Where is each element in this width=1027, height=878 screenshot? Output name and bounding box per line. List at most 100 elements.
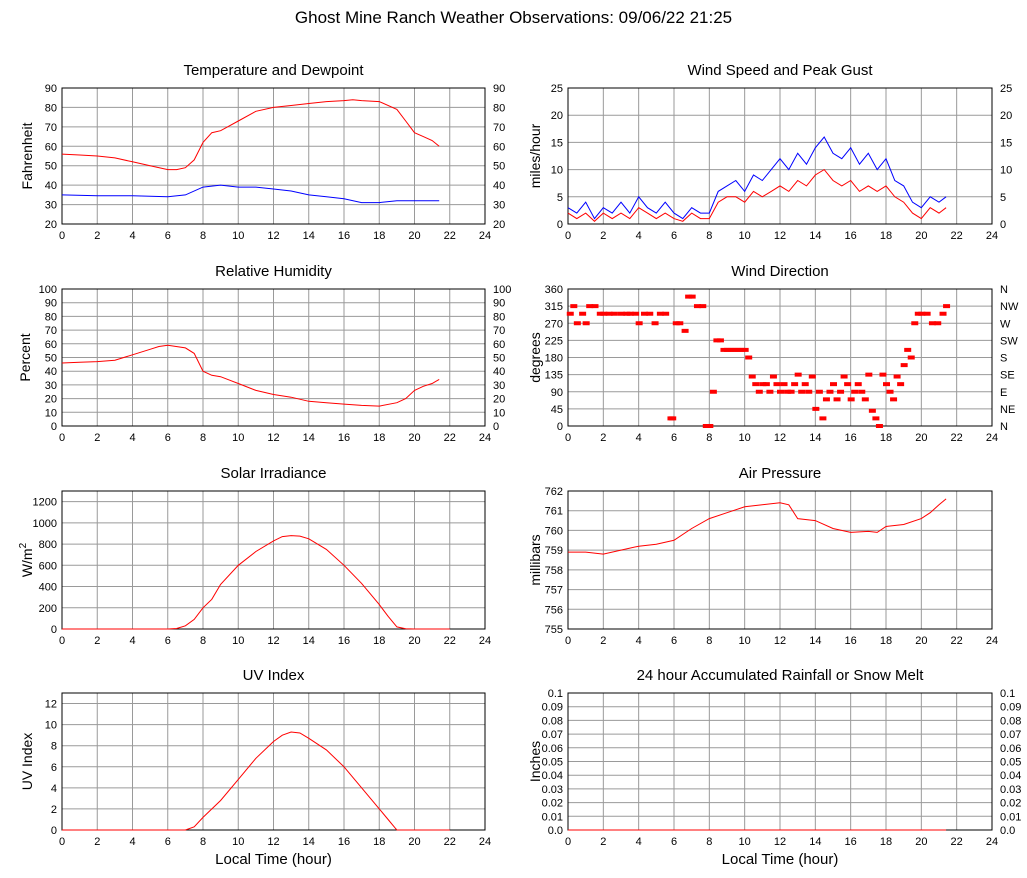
humidity-plot-frame bbox=[61, 288, 486, 427]
wind-direction-point bbox=[773, 382, 781, 387]
x-tick-label: 18 bbox=[880, 230, 892, 242]
rainfall-xlabel: Local Time (hour) bbox=[722, 851, 839, 868]
x-tick-label: 10 bbox=[739, 836, 751, 848]
x-tick-label: 24 bbox=[986, 432, 998, 444]
x-tick-label: 0 bbox=[59, 230, 65, 242]
wind-direction-point bbox=[605, 311, 613, 316]
wind-direction-point bbox=[766, 389, 774, 394]
wind-direction-point bbox=[801, 382, 809, 387]
x-tick-label: 6 bbox=[671, 230, 677, 242]
x-tick-label: 12 bbox=[774, 432, 786, 444]
uv-xlabel: Local Time (hour) bbox=[215, 851, 332, 868]
wind-direction-point bbox=[623, 311, 631, 316]
wind-direction-point bbox=[596, 311, 604, 316]
x-tick-label: 0 bbox=[59, 432, 65, 444]
x-tick-label: 0 bbox=[59, 635, 65, 647]
wind-direction-point bbox=[907, 355, 915, 360]
wind-direction-point bbox=[769, 374, 777, 379]
x-tick-label: 8 bbox=[200, 635, 206, 647]
y-tick-label: 90 bbox=[45, 83, 57, 95]
wind-direction-point bbox=[656, 311, 664, 316]
y-tick-label: 70 bbox=[45, 325, 57, 337]
wind-direction-point bbox=[861, 397, 869, 402]
wind-direction-point bbox=[699, 304, 707, 309]
wind-direction-point bbox=[939, 311, 947, 316]
y-tick-label: 80 bbox=[45, 311, 57, 323]
humidity-ylabel: Percent bbox=[17, 333, 33, 381]
x-tick-label: 16 bbox=[845, 635, 857, 647]
x-tick-label: 22 bbox=[951, 635, 963, 647]
wind_speed-series-peak-gust bbox=[567, 136, 947, 220]
x-tick-label: 2 bbox=[94, 836, 100, 848]
wind_speed-chart: 0 2 4 6 8 10 12 14 16 18 20 22 240510152025051015202… bbox=[527, 62, 1012, 242]
x-tick-label: 6 bbox=[671, 432, 677, 444]
y-tick-label: 0.01 bbox=[542, 811, 563, 823]
wind-direction-point bbox=[586, 304, 594, 309]
x-tick-label: 20 bbox=[408, 836, 420, 848]
x-tick-label: 16 bbox=[338, 836, 350, 848]
right-tick-label: 10 bbox=[493, 407, 505, 419]
solar-plot-frame bbox=[61, 490, 486, 630]
wind-direction-point bbox=[755, 389, 763, 394]
x-tick-label: 12 bbox=[267, 836, 279, 848]
y-tick-label: 60 bbox=[45, 141, 57, 153]
x-tick-label: 12 bbox=[774, 635, 786, 647]
y-tick-label: 600 bbox=[39, 560, 57, 572]
x-tick-label: 10 bbox=[232, 836, 244, 848]
wind-direction-point bbox=[847, 397, 855, 402]
x-tick-label: 0 bbox=[565, 635, 571, 647]
wind-direction-point bbox=[808, 374, 816, 379]
x-tick-label: 20 bbox=[408, 230, 420, 242]
wind-direction-point bbox=[672, 321, 680, 326]
x-tick-label: 4 bbox=[636, 432, 642, 444]
wind-direction-point bbox=[669, 416, 677, 421]
x-tick-label: 24 bbox=[986, 635, 998, 647]
x-tick-label: 22 bbox=[444, 432, 456, 444]
right-tick-label: NW bbox=[1000, 301, 1019, 313]
wind_direction-ylabel: degrees bbox=[527, 332, 543, 383]
right-tick-label: 15 bbox=[1000, 137, 1012, 149]
right-tick-label: 0 bbox=[1000, 219, 1006, 231]
y-tick-label: 360 bbox=[545, 284, 563, 296]
x-tick-label: 4 bbox=[129, 230, 135, 242]
wind-direction-point bbox=[812, 406, 820, 411]
x-tick-label: 10 bbox=[739, 432, 751, 444]
y-tick-label: 762 bbox=[545, 486, 563, 498]
wind-direction-point bbox=[716, 338, 724, 343]
y-tick-label: 270 bbox=[545, 318, 563, 330]
x-tick-label: 4 bbox=[636, 635, 642, 647]
wind_direction-chart: 0 2 4 6 8 10 12 14 16 18 20 22 240459013518022527031… bbox=[527, 263, 1019, 444]
wind-direction-point bbox=[780, 382, 788, 387]
x-tick-label: 18 bbox=[880, 432, 892, 444]
wind-direction-point bbox=[844, 382, 852, 387]
wind-direction-point bbox=[914, 311, 922, 316]
y-tick-label: 0.09 bbox=[542, 702, 563, 714]
page-title: Ghost Mine Ranch Weather Observations: 0… bbox=[294, 8, 733, 27]
wind-direction-point bbox=[570, 304, 578, 309]
y-tick-label: 0 bbox=[557, 421, 563, 433]
wind-direction-point bbox=[911, 321, 919, 326]
right-tick-label: SW bbox=[1000, 335, 1018, 347]
y-tick-label: 225 bbox=[545, 335, 563, 347]
right-tick-label: 20 bbox=[493, 394, 505, 406]
wind-direction-point bbox=[582, 321, 590, 326]
y-tick-label: 0 bbox=[51, 624, 57, 636]
wind-direction-point bbox=[759, 382, 767, 387]
x-tick-label: 0 bbox=[565, 836, 571, 848]
right-tick-label: S bbox=[1000, 353, 1007, 365]
y-tick-label: 200 bbox=[39, 603, 57, 615]
wind-direction-point bbox=[837, 389, 845, 394]
y-tick-label: 5 bbox=[557, 192, 563, 204]
wind-direction-point bbox=[748, 374, 756, 379]
wind-direction-point bbox=[681, 328, 689, 333]
wind-direction-point bbox=[610, 311, 618, 316]
y-tick-label: 8 bbox=[51, 741, 57, 753]
x-tick-label: 16 bbox=[338, 230, 350, 242]
pressure-plot-frame bbox=[567, 490, 993, 630]
x-tick-label: 2 bbox=[600, 230, 606, 242]
right-tick-label: 80 bbox=[493, 311, 505, 323]
y-tick-label: 0.04 bbox=[542, 770, 563, 782]
x-tick-label: 8 bbox=[200, 230, 206, 242]
y-tick-label: 0 bbox=[557, 219, 563, 231]
rainfall-ylabel: Inches bbox=[527, 741, 543, 782]
